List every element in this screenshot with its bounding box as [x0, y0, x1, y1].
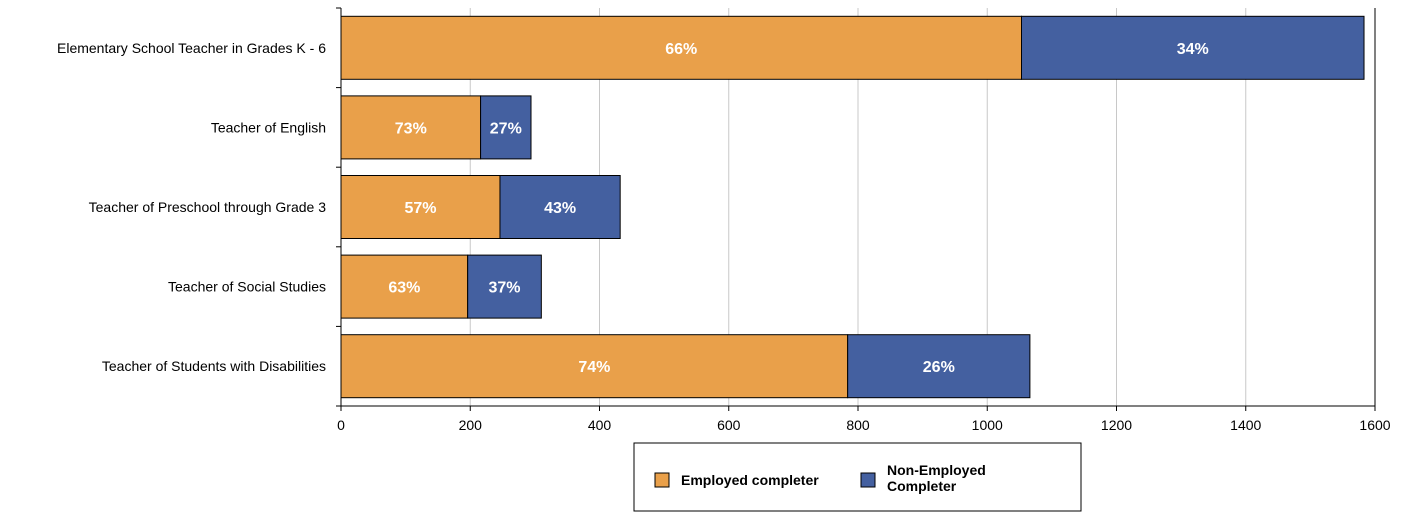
- bar-value-label: 63%: [388, 280, 420, 297]
- bar-value-label: 57%: [404, 200, 436, 217]
- legend-swatch: [654, 472, 670, 488]
- legend-label: Employed completer: [681, 472, 819, 488]
- bar-value-label: 37%: [488, 280, 520, 297]
- legend-swatch: [860, 472, 876, 488]
- bar-value-label: 26%: [923, 359, 955, 376]
- bar-segment: [467, 254, 542, 319]
- bar-segment: [499, 175, 621, 239]
- x-tick-label: 200: [459, 417, 483, 433]
- x-tick-label: 800: [846, 417, 870, 433]
- bar-value-label: 73%: [395, 120, 427, 137]
- bar-value-label: 27%: [490, 120, 522, 137]
- category-label: Teacher of Students with Disabilities: [102, 358, 326, 374]
- category-label: Elementary School Teacher in Grades K - …: [57, 40, 326, 56]
- bar-segment: [340, 334, 849, 399]
- bar-value-label: 66%: [665, 41, 697, 58]
- x-tick-labels: 0 200 400 600 800 1000 1200 1400 1600: [337, 417, 1391, 433]
- legend-label: Completer: [887, 478, 957, 494]
- bar-segment: [480, 95, 532, 160]
- legend-label: Non-Employed: [887, 462, 986, 478]
- bars: 66% 34% 73% 27% 57% 43% 63% 37% 74% 26%: [340, 15, 1365, 399]
- category-label: Teacher of English: [211, 119, 326, 135]
- axes: [336, 7, 1376, 411]
- x-tick-label: 1200: [1101, 417, 1132, 433]
- x-tick-label: 400: [588, 417, 612, 433]
- legend-box: [633, 442, 1082, 512]
- x-tick-label: 1000: [972, 417, 1003, 433]
- x-tick-label: 600: [717, 417, 741, 433]
- category-label: Teacher of Preschool through Grade 3: [89, 199, 327, 215]
- bar-value-label: 74%: [578, 359, 610, 376]
- bar-value-label: 34%: [1177, 41, 1209, 58]
- bar-segment: [847, 334, 1031, 399]
- x-tick-label: 1400: [1230, 417, 1261, 433]
- bar-value-label: 43%: [544, 200, 576, 217]
- bar-segment: [340, 95, 482, 160]
- bar-segment: [340, 254, 469, 319]
- x-tick-label: 1600: [1359, 417, 1390, 433]
- x-tick-label: 0: [337, 417, 345, 433]
- category-label: Teacher of Social Studies: [168, 279, 326, 295]
- bar-segment: [1021, 15, 1365, 80]
- category-labels: Elementary School Teacher in Grades K - …: [57, 40, 326, 374]
